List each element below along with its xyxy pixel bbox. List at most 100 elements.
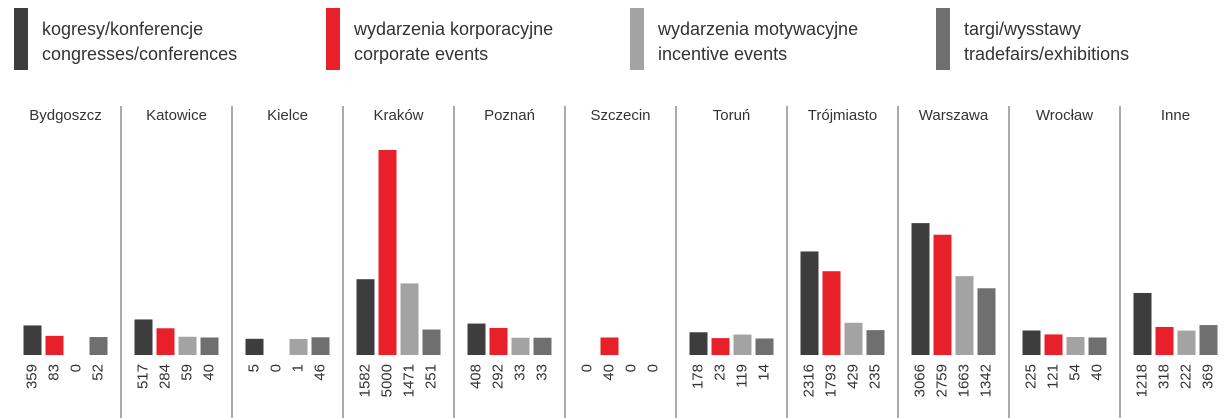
legend-swatch — [14, 8, 28, 70]
legend-label: wydarzenia motywacyjne — [657, 19, 858, 39]
value-label: 33 — [511, 364, 528, 381]
value-label: 121 — [1044, 364, 1061, 389]
bar — [489, 327, 508, 355]
bar — [1088, 337, 1107, 355]
bar — [89, 337, 108, 355]
value-label: 0 — [622, 364, 639, 372]
value-label: 318 — [1155, 364, 1172, 389]
value-label: 40 — [600, 364, 617, 381]
bar — [1044, 334, 1063, 355]
value-label: 3066 — [911, 364, 928, 397]
bar — [156, 328, 175, 355]
value-label: 1582 — [356, 364, 373, 397]
value-label: 359 — [23, 364, 40, 389]
city-label: Kielce — [267, 107, 308, 124]
legend-swatch — [630, 8, 644, 70]
city-label: Toruń — [713, 107, 751, 124]
bar — [467, 323, 486, 355]
bar — [356, 279, 375, 355]
bar — [200, 337, 219, 355]
legend-label: kogresy/konferencje — [42, 19, 203, 39]
value-label: 40 — [1088, 364, 1105, 381]
bar — [422, 329, 441, 355]
bar — [1199, 325, 1218, 355]
legend-label: wydarzenia korporacyjne — [353, 19, 553, 39]
value-label: 429 — [844, 364, 861, 389]
value-label: 0 — [267, 364, 284, 372]
value-label: 292 — [489, 364, 506, 389]
bar — [178, 336, 197, 355]
bar — [711, 338, 730, 355]
bar — [134, 319, 153, 355]
value-label: 251 — [422, 364, 439, 389]
bar — [755, 338, 774, 355]
value-label: 517 — [134, 364, 151, 389]
value-label: 408 — [467, 364, 484, 389]
city-label: Katowice — [146, 107, 207, 124]
legend-label: targi/wysstawy — [964, 19, 1081, 39]
city-label: Warszawa — [919, 107, 989, 124]
value-label: 23 — [711, 364, 728, 381]
bar — [933, 234, 952, 355]
city-label: Bydgoszcz — [29, 107, 102, 124]
legend-label-en: tradefairs/exhibitions — [964, 44, 1129, 64]
value-label: 0 — [644, 364, 661, 372]
city-label: Wrocław — [1036, 107, 1093, 124]
city-label: Trójmiasto — [808, 107, 877, 124]
value-label: 222 — [1177, 364, 1194, 389]
value-label: 2759 — [933, 364, 950, 397]
value-label: 5000 — [378, 364, 395, 397]
bar — [1022, 330, 1041, 355]
value-label: 1342 — [977, 364, 994, 397]
value-label: 0 — [578, 364, 595, 372]
value-label: 14 — [755, 364, 772, 381]
value-label: 46 — [311, 364, 328, 381]
value-label: 59 — [178, 364, 195, 381]
bar — [45, 335, 64, 355]
bar — [866, 330, 885, 355]
bar — [1066, 336, 1085, 355]
bar — [245, 338, 264, 355]
value-label: 284 — [156, 364, 173, 389]
value-label: 1 — [289, 364, 306, 372]
legend-label-en: incentive events — [658, 44, 787, 64]
value-label: 1218 — [1133, 364, 1150, 397]
value-label: 54 — [1066, 364, 1083, 381]
value-label: 235 — [866, 364, 883, 389]
bar — [1155, 326, 1174, 355]
value-label: 225 — [1022, 364, 1039, 389]
bar — [822, 271, 841, 355]
bar — [1177, 330, 1196, 355]
value-label: 1663 — [955, 364, 972, 397]
bar — [600, 337, 619, 355]
city-label: Poznań — [484, 107, 535, 124]
value-label: 52 — [89, 364, 106, 381]
bar — [1133, 292, 1152, 355]
bar — [533, 337, 552, 355]
bar — [733, 334, 752, 355]
bar — [289, 338, 308, 355]
value-label: 33 — [533, 364, 550, 381]
value-label: 0 — [67, 364, 84, 372]
city-label: Szczecin — [590, 107, 650, 124]
bar — [911, 223, 930, 355]
legend-swatch — [936, 8, 950, 70]
legend-swatch — [326, 8, 340, 70]
value-label: 119 — [733, 364, 750, 388]
bar — [955, 276, 974, 355]
bar — [378, 150, 397, 355]
value-label: 369 — [1199, 364, 1216, 389]
bar — [689, 332, 708, 355]
bar — [844, 322, 863, 355]
value-label: 1471 — [400, 364, 417, 397]
city-label: Inne — [1161, 107, 1190, 124]
legend-label-en: corporate events — [354, 44, 488, 64]
bar — [311, 337, 330, 355]
bar — [800, 251, 819, 355]
value-label: 2316 — [800, 364, 817, 397]
value-label: 83 — [45, 364, 62, 381]
bar — [400, 283, 419, 355]
value-label: 178 — [689, 364, 706, 389]
bar — [23, 325, 42, 355]
